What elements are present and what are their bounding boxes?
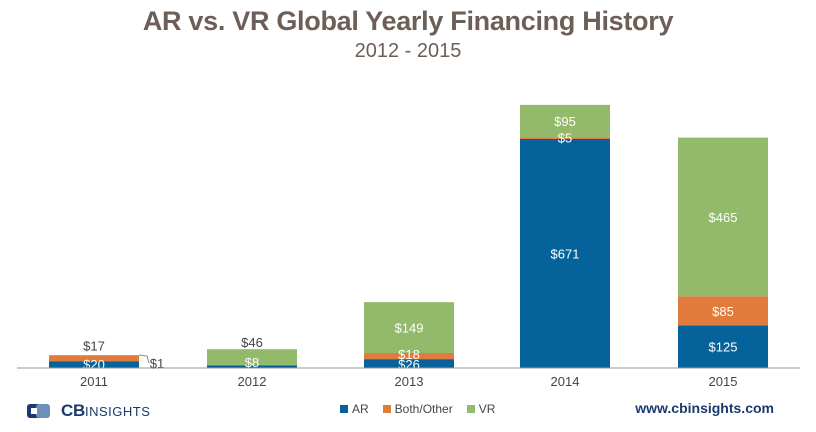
x-tick-label-2014: 2014 bbox=[551, 374, 580, 389]
data-label-2012-ar: $8 bbox=[245, 355, 259, 370]
data-label-2011-both-other: $17 bbox=[83, 338, 105, 353]
logo-brand: CB bbox=[61, 401, 85, 420]
bar-2013-both-other bbox=[364, 352, 454, 360]
bar-2014-ar bbox=[520, 138, 610, 368]
data-label-2013-vr: $149 bbox=[395, 321, 424, 336]
website-link[interactable]: www.cbinsights.com bbox=[635, 400, 774, 416]
data-label-2012-vr: $46 bbox=[241, 335, 263, 350]
bar-2013-ar bbox=[364, 359, 454, 368]
x-tick-label-2011: 2011 bbox=[80, 374, 108, 389]
data-label-2015-ar: $125 bbox=[709, 340, 738, 355]
cb-logo-icon bbox=[27, 404, 50, 418]
legend-item-ar: AR bbox=[340, 402, 369, 416]
data-label-2013-both-other: $18 bbox=[398, 347, 420, 362]
bar-2012-ar bbox=[207, 365, 297, 368]
legend-swatch-ar bbox=[340, 405, 348, 413]
data-label-2014-ar: $671 bbox=[551, 246, 580, 261]
legend-item-both-other: Both/Other bbox=[382, 402, 453, 416]
bar-2015-vr bbox=[678, 137, 768, 297]
legend-label-vr: VR bbox=[478, 402, 496, 416]
legend-label-ar: AR bbox=[352, 402, 369, 416]
chart-legend: AR Both/Other VR bbox=[340, 402, 509, 416]
data-label-2014-vr: $95 bbox=[554, 114, 576, 129]
bar-2011-both-other bbox=[49, 355, 139, 362]
bar-2014-both-other bbox=[520, 137, 610, 139]
data-label-2015-both-other: $85 bbox=[712, 304, 734, 319]
legend-swatch-both-other bbox=[382, 405, 391, 413]
bar-2013-vr bbox=[364, 302, 454, 353]
bar-2011-ar bbox=[49, 361, 139, 368]
bar-2015-ar bbox=[678, 325, 768, 368]
leader-line-2011 bbox=[138, 354, 150, 364]
bar-2012-vr bbox=[207, 349, 297, 365]
bar-2015-both-other bbox=[678, 296, 768, 326]
bar-2014-vr bbox=[520, 104, 610, 138]
data-label-2011-ar: $20 bbox=[83, 357, 105, 372]
x-tick-label-2012: 2012 bbox=[238, 374, 267, 389]
data-label-2014-both-other: $5 bbox=[558, 130, 572, 145]
data-label-2015-vr: $465 bbox=[709, 210, 738, 225]
legend-item-vr: VR bbox=[466, 402, 496, 416]
chart-subtitle: 2012 - 2015 bbox=[354, 40, 462, 62]
legend-swatch-vr bbox=[466, 405, 475, 413]
data-label-2011-vr: $1 bbox=[150, 356, 164, 371]
chart-title: AR vs. VR Global Yearly Financing Histor… bbox=[142, 6, 674, 36]
cb-insights-logo: CBINSIGHTS bbox=[27, 399, 150, 423]
logo-suffix: INSIGHTS bbox=[84, 404, 151, 419]
legend-label-both-other: Both/Other bbox=[394, 402, 453, 416]
x-tick-label-2013: 2013 bbox=[395, 374, 424, 389]
x-tick-label-2015: 2015 bbox=[709, 374, 738, 389]
